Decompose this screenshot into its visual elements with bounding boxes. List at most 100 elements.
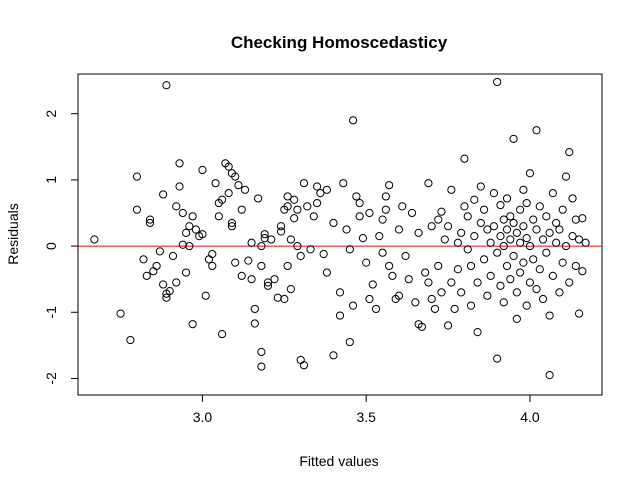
data-point (381, 205, 390, 214)
data-point (218, 330, 227, 339)
data-point (198, 165, 207, 175)
data-point (421, 268, 430, 277)
data-point (237, 205, 246, 214)
data-points (90, 77, 590, 380)
data-point (286, 235, 295, 244)
data-point (267, 235, 276, 244)
data-point (538, 294, 548, 304)
data-point (234, 181, 243, 190)
data-point (424, 278, 433, 287)
data-point (480, 255, 489, 264)
data-point (548, 271, 557, 280)
data-point (345, 245, 354, 254)
data-point (257, 362, 266, 371)
data-point (427, 222, 436, 231)
data-point (139, 255, 148, 264)
data-point (516, 205, 525, 214)
y-axis: -2 -1 0 1 2 (43, 110, 78, 385)
data-point (443, 321, 453, 330)
data-point (463, 212, 472, 221)
data-point (181, 268, 191, 277)
data-point (509, 218, 518, 228)
data-point (558, 205, 567, 214)
data-point (172, 278, 181, 287)
data-point (519, 185, 528, 194)
data-point (437, 207, 446, 216)
data-point (394, 291, 404, 300)
data-point (168, 251, 178, 261)
data-point (178, 208, 187, 218)
data-point (247, 275, 256, 284)
data-point (296, 251, 305, 261)
data-point (290, 214, 299, 223)
data-point (453, 265, 462, 274)
data-point (568, 232, 577, 241)
data-point (411, 298, 420, 307)
data-point (542, 248, 551, 257)
data-point (152, 261, 161, 271)
data-point (463, 245, 472, 254)
data-point (561, 172, 571, 181)
data-point (224, 189, 233, 198)
data-point (555, 288, 564, 297)
data-point (244, 256, 253, 265)
data-point (555, 225, 564, 234)
y-axis-label: Residuals (5, 203, 21, 264)
data-point (231, 172, 240, 181)
data-point (312, 198, 322, 208)
data-point (571, 215, 580, 224)
data-point (260, 230, 269, 239)
x-axis-label: Fitted values (299, 453, 378, 469)
data-point (309, 212, 318, 221)
data-point (362, 258, 371, 267)
data-point (257, 261, 266, 271)
data-point (224, 162, 233, 171)
data-point (506, 212, 515, 221)
data-point (502, 261, 512, 271)
data-point (312, 182, 322, 191)
data-point (470, 232, 479, 241)
x-tick-label: 4.0 (520, 409, 540, 425)
data-point (538, 235, 548, 244)
x-tick-label: 3.0 (193, 409, 213, 425)
data-point (499, 215, 508, 224)
y-tick-label: 0 (43, 242, 59, 250)
data-point (545, 311, 554, 320)
data-point (149, 267, 158, 276)
data-point (450, 304, 459, 314)
data-point (293, 205, 302, 214)
data-point (227, 218, 237, 228)
data-point (165, 286, 174, 296)
data-point (257, 241, 266, 251)
data-point (286, 285, 295, 294)
x-tick-label: 3.5 (356, 409, 376, 425)
data-point (532, 285, 541, 294)
data-point (470, 195, 479, 204)
data-point (466, 261, 476, 271)
data-point (548, 189, 557, 198)
data-point (208, 249, 217, 259)
data-point (522, 234, 531, 243)
data-point (574, 235, 584, 244)
data-point (191, 225, 200, 234)
data-point (509, 134, 518, 143)
data-point (486, 238, 495, 247)
data-point (453, 238, 462, 247)
data-point (434, 215, 443, 224)
data-point (172, 202, 181, 211)
data-point (214, 212, 223, 221)
data-point (499, 298, 508, 307)
data-point (185, 241, 194, 251)
y-tick-label: 1 (43, 176, 59, 184)
data-point (257, 347, 266, 357)
data-point (535, 202, 544, 211)
y-tick-label: -1 (43, 306, 59, 319)
data-point (493, 77, 502, 87)
data-point (407, 208, 417, 218)
data-point (427, 294, 436, 304)
data-point (574, 309, 584, 318)
x-axis: 3.0 3.5 4.0 (193, 395, 540, 425)
plot-frame (77, 73, 603, 396)
data-point (162, 293, 171, 302)
